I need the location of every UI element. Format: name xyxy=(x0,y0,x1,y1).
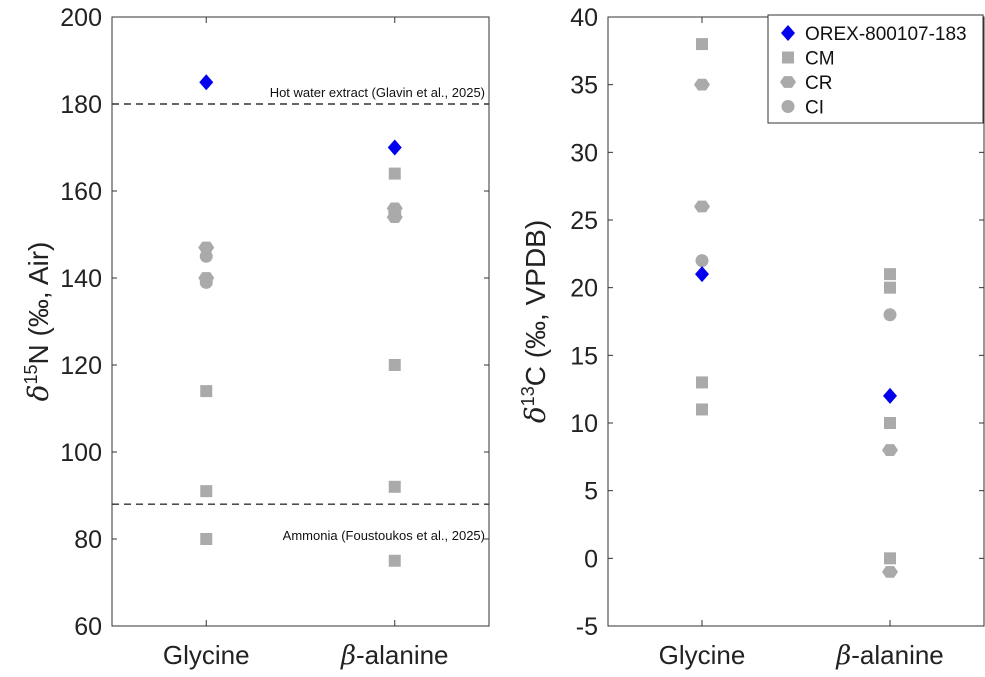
data-point-orex-800107-183 xyxy=(883,387,897,404)
x-tick-label: β-alanine xyxy=(835,640,944,671)
data-point-cm xyxy=(200,385,213,398)
data-point-cm xyxy=(696,403,708,416)
y-tick-label: 200 xyxy=(60,4,102,32)
y-tick-label: 5 xyxy=(584,478,598,506)
legend-label: CM xyxy=(805,49,835,70)
legend-box xyxy=(767,14,984,124)
data-point-cm xyxy=(388,359,401,371)
legend-marker-orex-800107-183 xyxy=(781,25,795,41)
data-point-cm xyxy=(388,167,401,180)
axes-frame xyxy=(111,16,490,627)
data-point-ci xyxy=(199,249,213,263)
data-point-cr xyxy=(882,565,898,578)
panel-1: 60 80 100 120 140 160 180 200 Glycine β-alanine δ1… xyxy=(21,4,490,671)
y-tick-label: 40 xyxy=(570,4,598,32)
legend-marker-cr xyxy=(780,76,796,88)
y-tick-label: 160 xyxy=(60,178,102,206)
data-point-cr xyxy=(694,200,710,213)
data-point-cm xyxy=(884,281,896,294)
y-tick-label: 20 xyxy=(570,275,598,303)
data-point-cr xyxy=(882,444,898,456)
legend-label: CI xyxy=(805,98,824,119)
data-point-orex-800107-183 xyxy=(387,139,402,156)
data-point-orex-800107-183 xyxy=(199,74,214,91)
data-point-ci xyxy=(695,254,709,268)
y-tick-label: 0 xyxy=(584,545,598,573)
y-tick-label: 100 xyxy=(60,439,102,467)
legend-label: CR xyxy=(805,73,832,94)
data-point-cm xyxy=(200,533,213,545)
legend-marker-cm xyxy=(782,51,794,64)
data-point-cr xyxy=(694,78,710,91)
reference-line-label: Ammonia (Foustoukos et al., 2025) xyxy=(283,528,485,543)
data-point-cm xyxy=(696,38,708,51)
panel-2: -5 0 5 10 15 20 25 30 35 40 Glycine β-alanine δ13C (… xyxy=(518,4,985,671)
data-point-ci xyxy=(199,275,213,289)
reference-line-label: Hot water extract (Glavin et al., 2025) xyxy=(270,85,485,100)
y-tick-label: -5 xyxy=(576,613,598,641)
y-tick-label: 180 xyxy=(60,91,102,119)
y-tick-label: 60 xyxy=(74,613,102,641)
y-tick-label: 140 xyxy=(60,265,102,293)
data-point-cm xyxy=(388,554,401,567)
y-axis-label: δ13C (‰, VPDB) xyxy=(518,220,552,423)
y-tick-label: 15 xyxy=(570,342,598,370)
legend: OREX-800107-183 CM CR CI xyxy=(767,14,984,124)
y-tick-label: 80 xyxy=(74,526,102,554)
x-tick-label: Glycine xyxy=(163,640,250,670)
data-point-ci xyxy=(883,308,897,322)
y-tick-label: 10 xyxy=(570,410,598,438)
y-tick-label: 30 xyxy=(570,139,598,167)
legend-label: OREX-800107-183 xyxy=(805,24,967,45)
y-axis-label: δ15N (‰, Air) xyxy=(21,242,55,402)
data-point-cm xyxy=(884,268,896,281)
data-point-cm xyxy=(696,376,708,389)
data-point-cm xyxy=(388,480,401,493)
data-point-cr xyxy=(198,241,215,254)
y-tick-label: 120 xyxy=(60,352,102,380)
data-point-cm xyxy=(200,485,213,498)
x-tick-label: β-alanine xyxy=(340,640,449,671)
data-point-ci xyxy=(388,206,402,220)
legend-marker-ci xyxy=(781,100,795,113)
data-point-cm xyxy=(884,552,896,565)
data-point-orex-800107-183 xyxy=(695,266,709,283)
y-tick-label: 25 xyxy=(570,207,598,235)
x-tick-label: Glycine xyxy=(659,640,746,670)
y-tick-label: 35 xyxy=(570,72,598,100)
data-point-cm xyxy=(884,417,896,429)
